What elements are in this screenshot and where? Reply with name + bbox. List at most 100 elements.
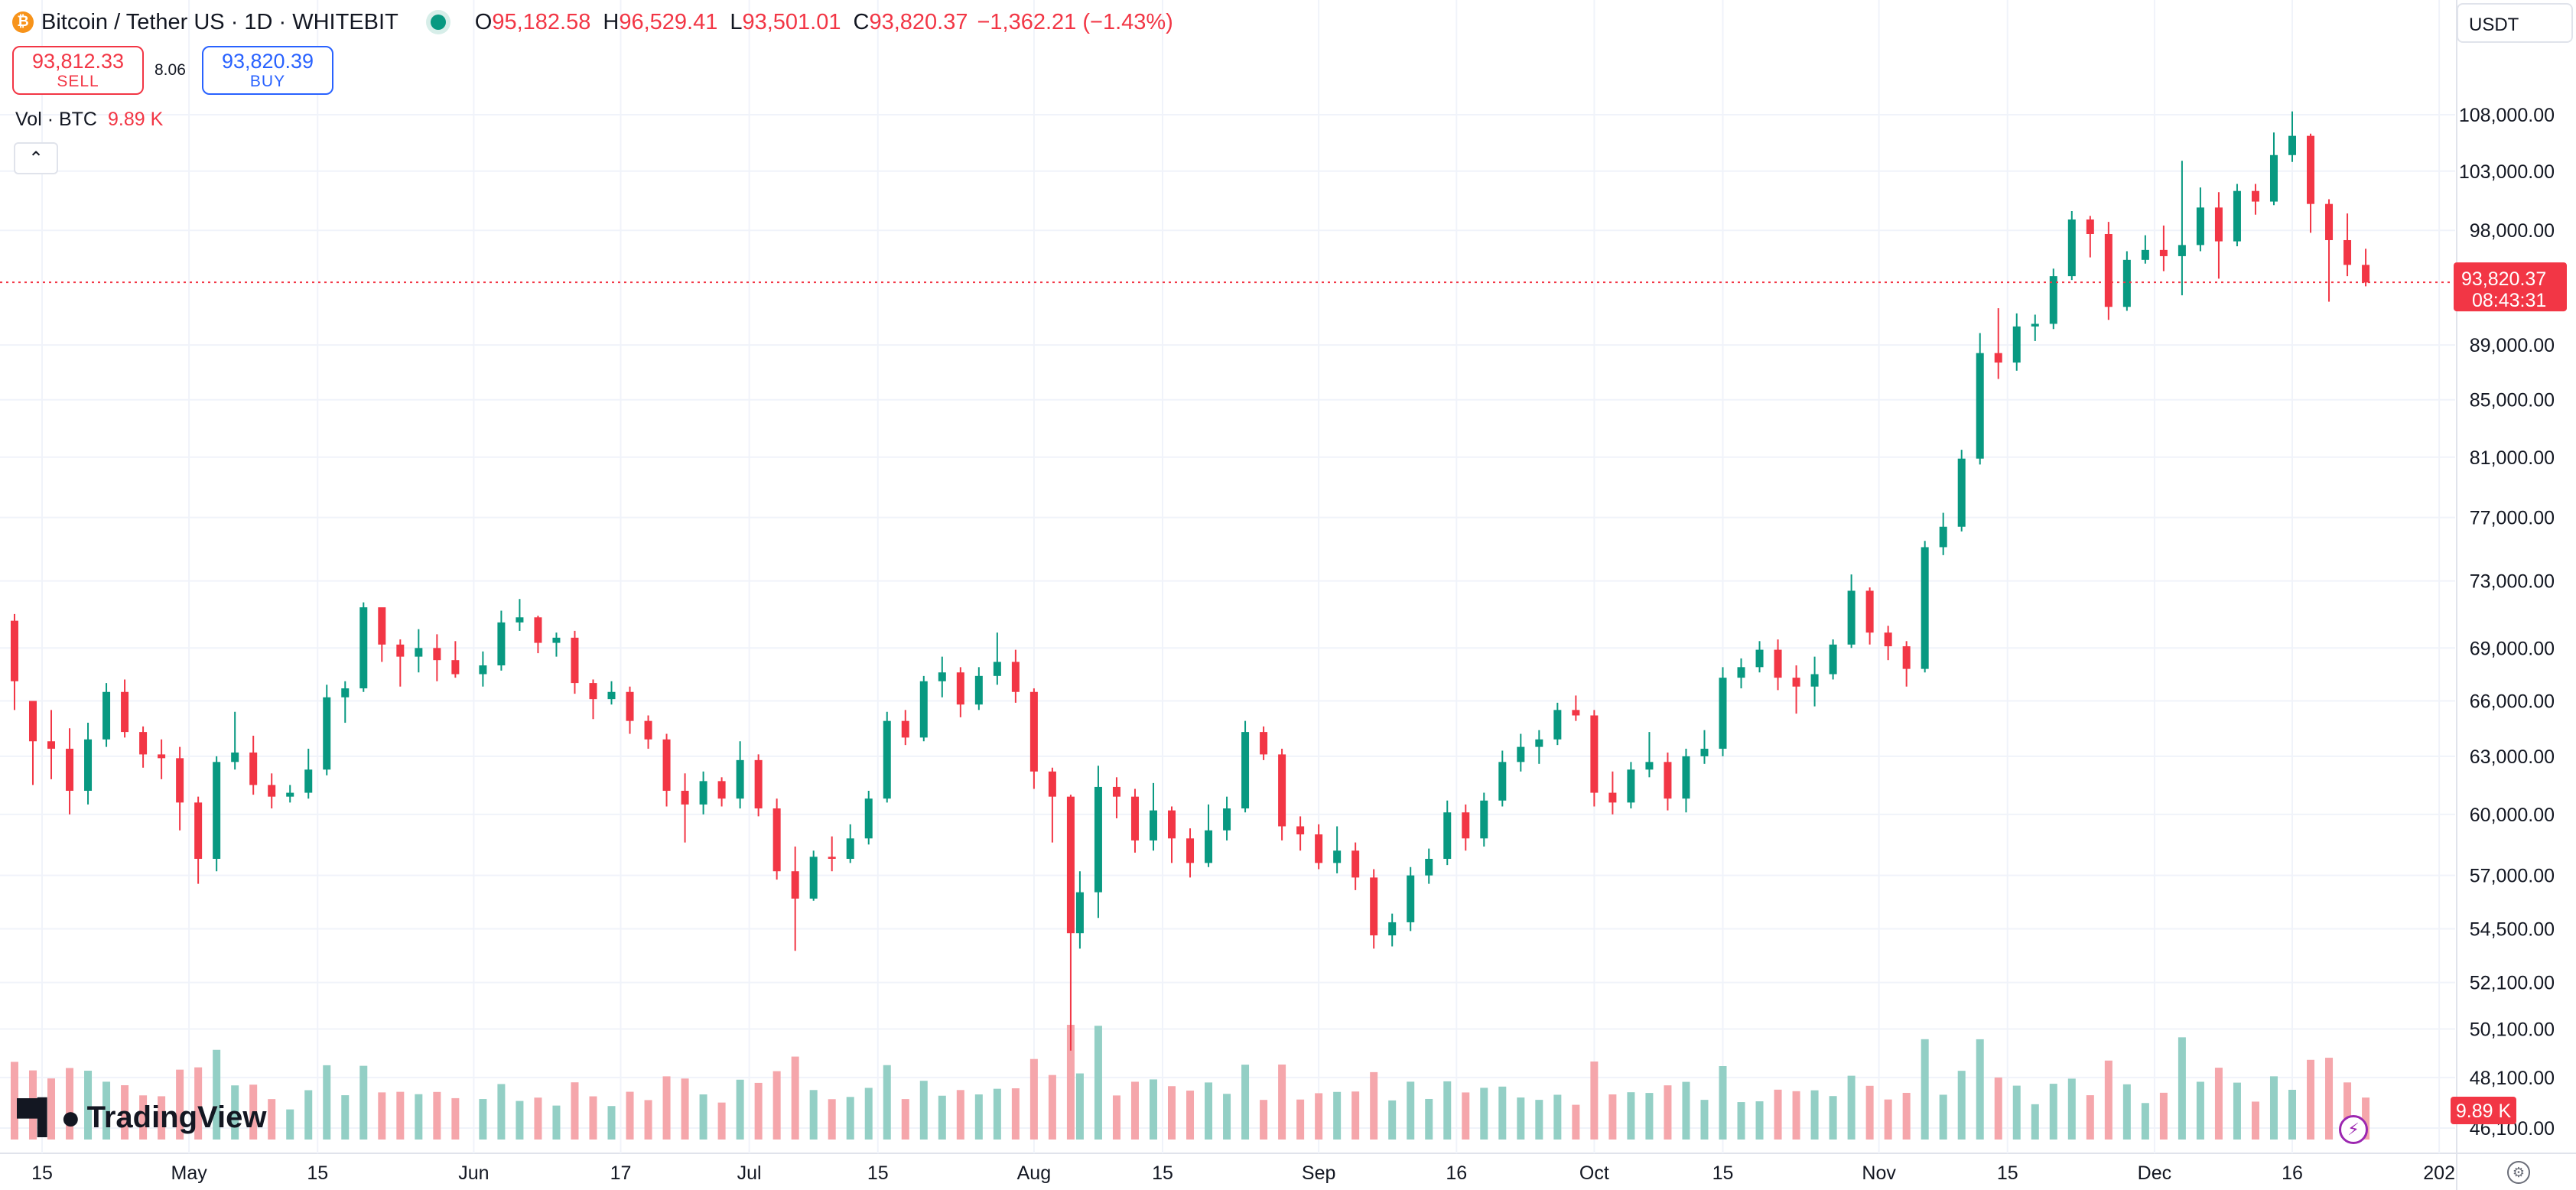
date-tick-label: May — [171, 1162, 208, 1184]
candle-body — [1075, 892, 1084, 934]
candle — [1664, 752, 1672, 811]
candle-body — [809, 857, 818, 899]
time-axis[interactable]: 15 May 15 Jun 17 Jul 15 Aug 15 Sep 16 Oct 15 Nov 15 Dec… — [31, 1162, 2455, 1184]
price-axis[interactable]: 108,000.00 103,000.00 98,000.00 89,000.00 85… — [2459, 105, 2555, 1140]
candle — [772, 798, 781, 880]
symbol-title[interactable]: Bitcoin / Tether US · 1D · WHITEBIT — [41, 9, 398, 34]
volume-bar — [1260, 1100, 1268, 1140]
candle-body — [571, 637, 579, 684]
candle — [1223, 796, 1231, 840]
volume-bar — [2343, 1082, 2352, 1140]
candle — [1168, 806, 1176, 863]
price-tick-label: 89,000.00 — [2470, 335, 2555, 356]
market-status-icon[interactable] — [430, 15, 446, 30]
volume-bar — [1517, 1097, 1525, 1140]
volume-bar — [497, 1084, 506, 1140]
volume-bar — [1048, 1075, 1056, 1140]
candle — [1407, 866, 1415, 932]
volume-bar — [1535, 1100, 1543, 1140]
buy-button[interactable]: 93,820.39 BUY — [202, 46, 333, 95]
volume-bar — [66, 1068, 74, 1140]
candle-body — [1627, 769, 1635, 803]
date-tick-label: 15 — [867, 1162, 889, 1184]
volume-bar — [1627, 1092, 1635, 1140]
price-tick-label: 63,000.00 — [2470, 746, 2555, 768]
candle-body — [2012, 326, 2021, 363]
candle — [534, 616, 542, 654]
currency-label: USDT — [2469, 15, 2519, 35]
candle — [47, 710, 56, 779]
candle — [809, 850, 818, 901]
candle — [139, 726, 148, 768]
candle — [754, 754, 763, 817]
candle-body — [681, 791, 689, 805]
price-tick-label: 98,000.00 — [2470, 220, 2555, 242]
collapse-legend-button[interactable]: ⌃ — [14, 142, 58, 174]
volume-bar — [1112, 1095, 1120, 1140]
candle — [1425, 848, 1433, 884]
candle-body — [1112, 786, 1120, 797]
candle — [1865, 587, 1874, 645]
volume-bar — [1829, 1096, 1837, 1140]
candle-body — [901, 720, 909, 738]
candle-body — [10, 620, 18, 681]
candle-body — [534, 617, 542, 643]
settings-icon[interactable]: ⚙ — [2507, 1161, 2530, 1184]
candle — [249, 735, 258, 795]
volume-bar — [956, 1090, 964, 1140]
candle — [28, 701, 37, 785]
volume-bar — [304, 1090, 313, 1140]
volume-bar — [415, 1094, 423, 1140]
candle-body — [268, 785, 276, 797]
candle-body — [1957, 458, 1966, 527]
candle-body — [2031, 324, 2039, 327]
volume-bar — [2214, 1068, 2223, 1140]
candle-body — [1205, 830, 1213, 863]
candle-body — [139, 732, 148, 755]
candle — [864, 791, 873, 845]
candle — [2086, 216, 2094, 258]
candle — [1278, 749, 1286, 840]
volume-bar — [1149, 1079, 1157, 1140]
price-tick-label: 57,000.00 — [2470, 866, 2555, 887]
volume-bar — [1351, 1091, 1360, 1140]
lightning-icon[interactable]: ⚡ — [2339, 1115, 2368, 1144]
volume-bar — [84, 1071, 93, 1140]
candlesticks — [10, 111, 2370, 1051]
volume-bar — [2031, 1104, 2039, 1140]
candle-body — [28, 701, 37, 742]
candle-body — [1553, 710, 1562, 740]
candle — [938, 656, 946, 697]
buy-price: 93,820.39 — [221, 50, 314, 73]
volume-bar — [864, 1088, 873, 1140]
tradingview-logo-icon: ▀▍● — [17, 1099, 81, 1136]
candle — [974, 667, 983, 710]
volume-bar — [102, 1081, 111, 1140]
candle-body — [66, 749, 74, 792]
candle-body — [323, 697, 331, 770]
sell-button[interactable]: 93,812.33 SELL — [12, 46, 144, 95]
candle-body — [1066, 796, 1075, 934]
volume-bar — [1810, 1090, 1819, 1140]
date-tick-label: 16 — [2282, 1162, 2303, 1184]
volume-bar — [1075, 1073, 1084, 1140]
candle — [286, 785, 294, 803]
candle — [158, 739, 166, 779]
volume-bar — [791, 1056, 799, 1140]
candle-body — [2325, 203, 2334, 240]
volume-bar — [1590, 1062, 1599, 1140]
candle — [1535, 730, 1543, 764]
currency-selector[interactable]: USDT — [2457, 3, 2573, 43]
volume-bar — [607, 1106, 616, 1140]
candle-body — [2086, 219, 2094, 234]
tradingview-logo[interactable]: ▀▍● TradingView — [17, 1098, 266, 1137]
candle-body — [956, 672, 964, 705]
candle-body — [1351, 850, 1360, 878]
volume-bar — [1682, 1081, 1690, 1140]
candle — [415, 629, 423, 673]
date-tick-label: 15 — [1152, 1162, 1173, 1184]
candle-body — [1608, 792, 1617, 803]
candle — [2251, 184, 2259, 215]
candle-body — [1048, 771, 1056, 797]
